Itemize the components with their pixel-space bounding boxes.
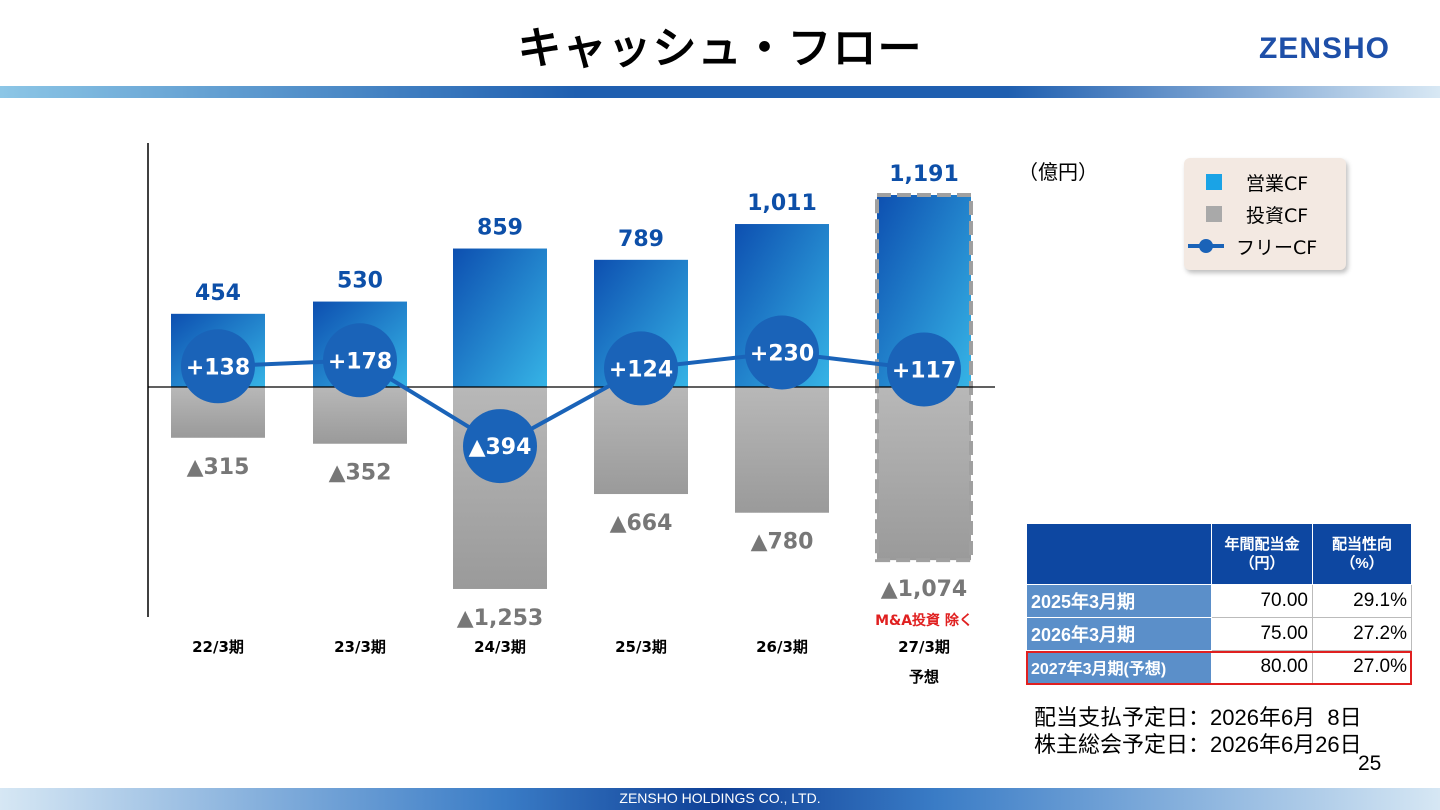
investing-cf-label: ▲664 [610, 511, 673, 536]
free-cf-point [463, 409, 537, 484]
table-header-blank [1026, 523, 1212, 585]
footer-band [0, 788, 1440, 810]
footer-text: ZENSHO HOLDINGS CO., LTD. [619, 790, 821, 806]
row-dividend: 70.00 [1211, 584, 1313, 618]
row-payout: 29.1% [1312, 584, 1412, 618]
operating-cf-label: 1,011 [747, 191, 817, 216]
legend-free: フリーCF [1188, 232, 1317, 260]
row-payout: 27.2% [1312, 617, 1412, 651]
row-label: 2027年3月期(予想) [1026, 650, 1212, 684]
investing-cf-bar [877, 387, 971, 561]
x-tick-label: 25/3期 [615, 638, 667, 656]
operating-cf-bar [453, 248, 547, 387]
chart-legend: 営業CF 投資CF フリーCF [1184, 158, 1346, 270]
investing-cf-bar [735, 387, 829, 513]
operating-cf-label: 859 [477, 216, 523, 241]
company-logo: ZENSHO [1258, 32, 1390, 65]
legend-investing: 投資CF [1198, 200, 1308, 228]
investing-cf-label: ▲1,074 [881, 577, 968, 602]
table-row: 2027年3月期(予想) 80.00 27.0% [1026, 650, 1412, 684]
investing-cf-label: ▲1,253 [457, 606, 544, 631]
table-header-row: 年間配当金 （円） 配当性向 （%） [1026, 523, 1412, 585]
free-cf-label: +117 [892, 358, 956, 383]
x-tick-label: 22/3期 [192, 638, 244, 656]
payment-date-note: 配当支払予定日：2026年6月 8日 [1034, 705, 1362, 730]
free-cf-point [604, 331, 678, 406]
table-row: 2026年3月期 75.00 27.2% [1026, 617, 1412, 651]
forecast-highlight [1026, 651, 1412, 685]
table-row: 2025年3月期 70.00 29.1% [1026, 584, 1412, 618]
free-cf-label: ▲394 [469, 435, 532, 460]
operating-cf-label: 530 [337, 269, 383, 294]
legend-free-label: フリーCF [1236, 236, 1318, 259]
header-band [0, 86, 1440, 98]
row-label: 2025年3月期 [1026, 584, 1212, 618]
ma-exclusion-note: M&A投資 除く [875, 612, 973, 629]
legend-investing-label: 投資CF [1246, 204, 1309, 227]
free-cf-point [181, 329, 255, 404]
row-dividend: 75.00 [1211, 617, 1313, 651]
row-payout: 27.0% [1312, 650, 1412, 684]
free-cf-point [323, 323, 397, 398]
page-title: キャッシュ・フロー [517, 23, 923, 74]
free-cf-label: +178 [328, 349, 392, 374]
forecast-dashed-frame [875, 193, 973, 563]
investing-cf-label: ▲315 [187, 455, 250, 480]
table-header-dividend: 年間配当金 （円） [1211, 523, 1313, 585]
free-cf-point [887, 332, 961, 407]
table-header-payout: 配当性向 （%） [1312, 523, 1412, 585]
dividend-table: 年間配当金 （円） 配当性向 （%） 2025年3月期 70.00 29.1% … [1026, 523, 1412, 684]
page-number: 25 [1358, 752, 1382, 775]
operating-cf-label: 454 [195, 281, 241, 306]
operating-swatch-icon [1206, 174, 1222, 190]
free-cf-label: +124 [609, 357, 673, 382]
free-cf-point [745, 315, 819, 390]
legend-operating-label: 営業CF [1246, 172, 1309, 195]
investing-cf-label: ▲352 [329, 461, 392, 486]
x-tick-label: 24/3期 [474, 638, 526, 656]
x-tick-label: 26/3期 [756, 638, 808, 656]
investing-swatch-icon [1206, 206, 1222, 222]
row-label: 2026年3月期 [1026, 617, 1212, 651]
free-cf-label: +230 [750, 342, 814, 367]
free-line-marker-icon [1188, 239, 1224, 253]
meeting-date-note: 株主総会予定日：2026年6月26日 [1034, 732, 1362, 757]
x-tick-label: 23/3期 [334, 638, 386, 656]
free-cf-label: +138 [186, 355, 250, 380]
operating-cf-label: 789 [618, 227, 664, 252]
unit-label: （億円） [1018, 160, 1098, 184]
investing-cf-label: ▲780 [751, 530, 814, 555]
legend-operating: 営業CF [1198, 168, 1308, 196]
x-tick-label: 27/3期 [898, 638, 950, 656]
x-tick-sublabel: 予想 [909, 668, 939, 686]
operating-cf-label: 1,191 [889, 162, 959, 187]
